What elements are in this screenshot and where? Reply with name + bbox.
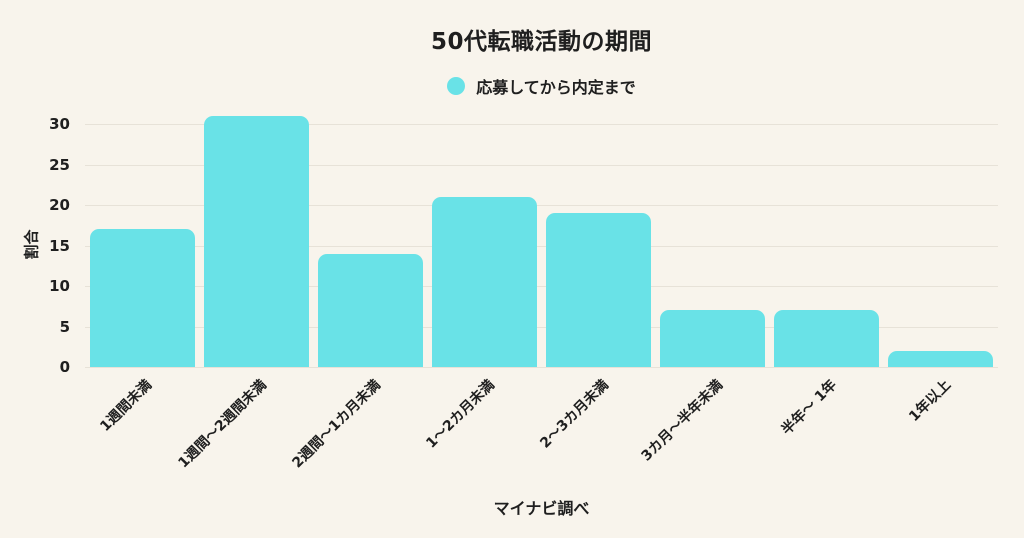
chart-title: 50代転職活動の期間 bbox=[430, 29, 652, 55]
y-tick-label: 25 bbox=[49, 155, 70, 174]
bar bbox=[774, 310, 880, 367]
x-tick-label: 2週間〜1カ月未満 bbox=[289, 377, 384, 472]
x-tick-label: 1〜2カ月未満 bbox=[423, 377, 498, 452]
legend-label: 応募してから内定まで bbox=[476, 78, 636, 97]
grid-line bbox=[85, 124, 998, 125]
bar bbox=[203, 115, 309, 367]
bar bbox=[660, 310, 766, 367]
grid-line bbox=[85, 367, 998, 368]
x-tick-label: 1週間〜2週間未満 bbox=[175, 377, 270, 472]
grid-line bbox=[85, 205, 998, 206]
bar bbox=[89, 229, 195, 367]
legend: 応募してから内定まで bbox=[85, 76, 998, 97]
bar bbox=[431, 196, 537, 367]
grid-line bbox=[85, 326, 998, 328]
y-tick-label: 20 bbox=[49, 196, 70, 214]
y-tick-label: 15 bbox=[49, 236, 70, 255]
x-tick-label: 1年以上 bbox=[906, 377, 955, 425]
x-tick-label: 3カ月〜半年未満 bbox=[638, 377, 727, 465]
y-tick-label: 0 bbox=[59, 358, 70, 376]
legend-marker-icon bbox=[447, 77, 466, 95]
bar bbox=[546, 213, 652, 367]
x-tick-label: 1週間未満 bbox=[97, 377, 156, 435]
bar bbox=[317, 253, 423, 367]
y-tick-label: 30 bbox=[49, 115, 70, 133]
grid-line bbox=[85, 286, 998, 287]
x-axis-title: マイナビ調べ bbox=[493, 499, 590, 518]
bar bbox=[888, 350, 994, 367]
grid-line bbox=[85, 245, 998, 247]
y-tick-label: 10 bbox=[49, 277, 70, 295]
x-tick-label: 2〜3カ月未満 bbox=[537, 377, 612, 452]
grid-line bbox=[85, 164, 998, 166]
y-tick-label: 5 bbox=[59, 317, 70, 336]
x-tick-label: 半年〜 1年 bbox=[778, 377, 841, 439]
